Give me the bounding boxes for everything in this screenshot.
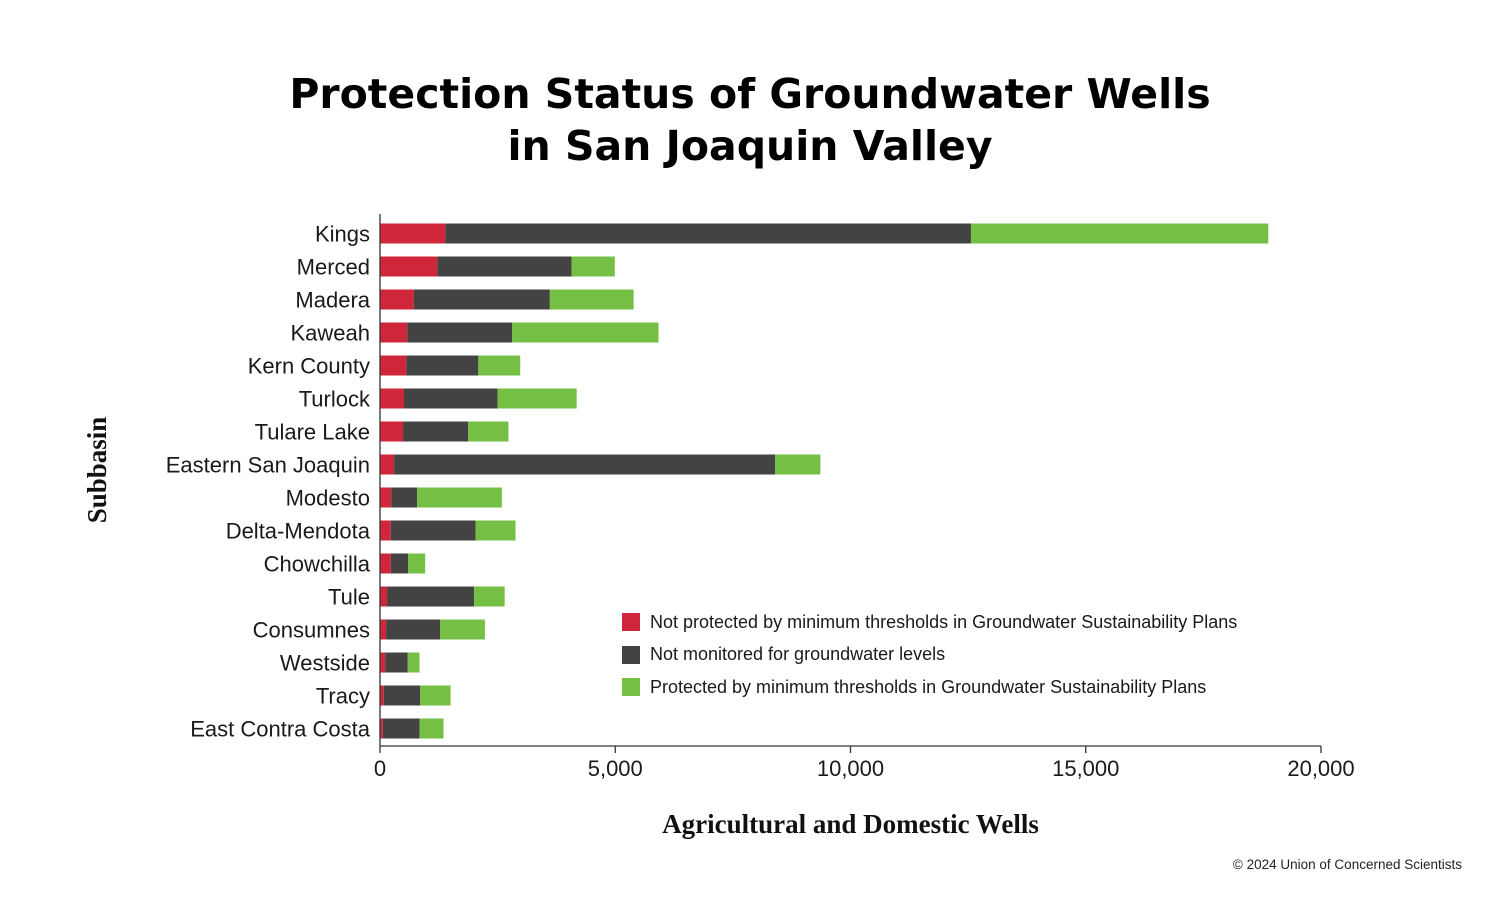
category-label-kern-county: Kern County — [248, 354, 370, 379]
category-label-tulare-lake: Tulare Lake — [255, 420, 370, 445]
bar-east-contra-costa-protected — [419, 718, 444, 739]
x-tick-label: 15,000 — [1052, 756, 1119, 781]
bar-kings-not-protected — [380, 223, 446, 244]
chart-title: Protection Status of Groundwater Wells i… — [0, 68, 1500, 172]
bar-tracy-not-monitored — [383, 685, 420, 706]
bar-modesto-not-protected — [380, 487, 392, 508]
category-label-turlock: Turlock — [299, 387, 371, 412]
bar-consumnes-not-protected — [380, 619, 387, 640]
bar-westside-not-monitored — [385, 652, 408, 673]
category-label-westside: Westside — [280, 651, 370, 676]
x-axis-title: Agricultural and Domestic Wells — [662, 809, 1039, 839]
category-labels: Kings Merced Madera Kaweah Kern County Turloc… — [166, 222, 371, 742]
bar-merced-not-protected — [380, 256, 438, 277]
category-label-eastern-san-joaquin: Eastern San Joaquin — [166, 453, 370, 478]
bar-tule-protected — [474, 586, 505, 607]
bar-kern-county-protected — [478, 355, 521, 376]
x-tick-label: 5,000 — [588, 756, 643, 781]
bar-tulare-lake-not-protected — [380, 421, 404, 442]
bar-kern-county-not-monitored — [406, 355, 479, 376]
bar-chowchilla-not-monitored — [390, 553, 409, 574]
bar-kaweah-not-monitored — [407, 322, 513, 343]
bar-kern-county-not-protected — [380, 355, 407, 376]
category-label-tracy: Tracy — [316, 684, 370, 709]
bar-tulare-lake-protected — [467, 421, 509, 442]
copyright-notice: © 2024 Union of Concerned Scientists — [1232, 857, 1462, 872]
bar-westside-not-protected — [380, 652, 386, 673]
bar-madera-protected — [549, 289, 634, 310]
category-label-tule: Tule — [328, 585, 370, 610]
bar-madera-not-monitored — [413, 289, 550, 310]
y-axis-title: Subbasin — [82, 417, 112, 524]
bar-modesto-not-monitored — [391, 487, 418, 508]
bar-eastern-san-joaquin-not-monitored — [394, 454, 776, 475]
bar-delta-mendota-protected — [475, 520, 516, 541]
bar-kaweah-protected — [512, 322, 659, 343]
bar-merced-not-monitored — [437, 256, 572, 277]
bars-group — [380, 223, 1269, 739]
bar-kings-protected — [970, 223, 1269, 244]
bar-kings-not-monitored — [445, 223, 971, 244]
bar-turlock-not-protected — [380, 388, 404, 409]
bar-eastern-san-joaquin-protected — [775, 454, 821, 475]
bar-consumnes-protected — [440, 619, 485, 640]
category-label-madera: Madera — [295, 288, 370, 313]
category-label-merced: Merced — [297, 255, 370, 280]
category-label-modesto: Modesto — [286, 486, 370, 511]
bar-eastern-san-joaquin-not-protected — [380, 454, 395, 475]
bar-delta-mendota-not-monitored — [390, 520, 476, 541]
bar-westside-protected — [407, 652, 420, 673]
legend-item-not-protected: Not protected by minimum thresholds in G… — [622, 606, 1237, 639]
category-label-consumnes: Consumnes — [253, 618, 370, 643]
bar-delta-mendota-not-protected — [380, 520, 391, 541]
bar-merced-protected — [571, 256, 615, 277]
legend-swatch-protected — [622, 678, 640, 697]
legend-swatch-not-protected — [622, 613, 640, 632]
chart-title-line-1: Protection Status of Groundwater Wells — [289, 70, 1211, 118]
bar-turlock-protected — [497, 388, 577, 409]
bar-tule-not-monitored — [387, 586, 475, 607]
legend-item-not-monitored: Not monitored for groundwater levels — [622, 639, 1237, 672]
legend-swatch-not-monitored — [622, 645, 640, 664]
bar-madera-not-protected — [380, 289, 414, 310]
bar-tule-not-protected — [380, 586, 388, 607]
bar-tracy-not-protected — [380, 685, 384, 706]
chart-title-line-2: in San Joaquin Valley — [507, 122, 993, 170]
category-label-kaweah: Kaweah — [290, 321, 370, 346]
category-label-east-contra-costa: East Contra Costa — [190, 717, 371, 742]
bar-turlock-not-monitored — [403, 388, 498, 409]
category-label-chowchilla: Chowchilla — [264, 552, 371, 577]
legend-label-not-protected: Not protected by minimum thresholds in G… — [650, 611, 1238, 632]
bar-tracy-protected — [419, 685, 451, 706]
category-label-delta-mendota: Delta-Mendota — [226, 519, 371, 544]
bar-east-contra-costa-not-monitored — [382, 718, 420, 739]
bar-consumnes-not-monitored — [386, 619, 441, 640]
bar-modesto-protected — [417, 487, 502, 508]
legend-item-protected: Protected by minimum thresholds in Groun… — [622, 671, 1237, 704]
x-tick-label: 0 — [374, 756, 386, 781]
bar-east-contra-costa-not-protected — [380, 718, 383, 739]
x-axis-ticks: 0 5,000 10,000 15,000 20,000 — [374, 746, 1355, 781]
legend-label-protected: Protected by minimum thresholds in Groun… — [650, 676, 1207, 697]
bar-chowchilla-not-protected — [380, 553, 391, 574]
category-label-kings: Kings — [315, 222, 370, 247]
legend-label-not-monitored: Not monitored for groundwater levels — [650, 644, 946, 665]
bar-kaweah-not-protected — [380, 322, 408, 343]
chart-legend: Not protected by minimum thresholds in G… — [622, 606, 1237, 704]
bar-tulare-lake-not-monitored — [403, 421, 468, 442]
bar-chowchilla-protected — [408, 553, 426, 574]
x-tick-label: 10,000 — [817, 756, 884, 781]
x-tick-label: 20,000 — [1287, 756, 1354, 781]
